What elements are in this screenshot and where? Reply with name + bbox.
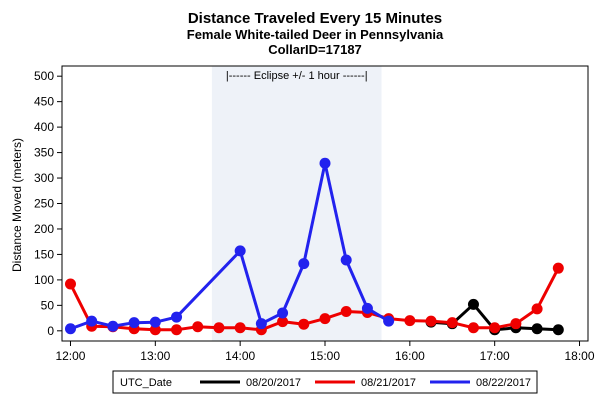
series-layer bbox=[64, 157, 564, 336]
data-point bbox=[213, 322, 225, 334]
data-point bbox=[234, 322, 246, 334]
legend-label: 08/22/2017 bbox=[476, 377, 531, 389]
x-tick-label: 17:00 bbox=[480, 349, 510, 363]
data-point bbox=[319, 313, 331, 325]
y-tick-label: 150 bbox=[34, 247, 54, 261]
data-point bbox=[149, 324, 161, 336]
x-tick-label: 16:00 bbox=[395, 349, 425, 363]
data-point bbox=[510, 318, 522, 330]
data-point bbox=[404, 315, 416, 327]
data-point bbox=[64, 323, 76, 335]
x-tick-label: 12:00 bbox=[55, 349, 85, 363]
y-tick-label: 0 bbox=[47, 324, 54, 338]
y-tick-label: 400 bbox=[34, 120, 54, 134]
data-point bbox=[489, 322, 501, 334]
data-point bbox=[319, 157, 331, 169]
data-point bbox=[171, 324, 183, 336]
x-tick-label: 14:00 bbox=[225, 349, 255, 363]
y-tick-label: 300 bbox=[34, 171, 54, 185]
data-point bbox=[107, 320, 119, 332]
data-point bbox=[149, 316, 161, 328]
y-tick-label: 250 bbox=[34, 197, 54, 211]
x-tick-label: 15:00 bbox=[310, 349, 340, 363]
y-tick-label: 450 bbox=[34, 95, 54, 109]
eclipse-annotation: |------ Eclipse +/- 1 hour ------| bbox=[226, 70, 368, 82]
data-point bbox=[531, 323, 543, 335]
y-tick-label: 50 bbox=[41, 298, 55, 312]
data-point bbox=[446, 317, 458, 329]
data-point bbox=[340, 305, 352, 317]
chart-subtitle-collar-id: CollarID=17187 bbox=[268, 42, 362, 57]
y-tick-label: 500 bbox=[34, 69, 54, 83]
data-point bbox=[171, 311, 183, 323]
x-axis: 12:00 13:00 14:00 15:00 16:00 17:00 18:00 bbox=[55, 341, 595, 363]
data-point bbox=[531, 303, 543, 315]
data-point bbox=[552, 324, 564, 336]
data-point bbox=[467, 298, 479, 310]
eclipse-shaded-region bbox=[211, 66, 382, 341]
data-point bbox=[467, 322, 479, 334]
legend-frame bbox=[112, 370, 538, 394]
data-point bbox=[277, 307, 289, 319]
data-point bbox=[234, 245, 246, 257]
data-point bbox=[192, 321, 204, 333]
series-3 bbox=[64, 157, 395, 335]
data-point bbox=[64, 278, 76, 290]
data-point bbox=[298, 318, 310, 330]
y-tick-label: 350 bbox=[34, 146, 54, 160]
legend: UTC_Date 08/20/2017 08/21/2017 08/22/2017 bbox=[112, 370, 538, 394]
data-point bbox=[425, 315, 437, 327]
legend-label: 08/21/2017 bbox=[361, 377, 416, 389]
data-point bbox=[340, 254, 352, 266]
data-point bbox=[383, 315, 395, 327]
data-point bbox=[361, 302, 373, 314]
legend-items: 08/20/2017 08/21/2017 08/22/2017 bbox=[200, 377, 531, 389]
y-axis-label: Distance Moved (meters) bbox=[10, 138, 24, 272]
data-point bbox=[552, 262, 564, 274]
data-point bbox=[86, 315, 98, 327]
legend-label: 08/20/2017 bbox=[246, 377, 301, 389]
x-tick-label: 13:00 bbox=[140, 349, 170, 363]
y-tick-label: 200 bbox=[34, 222, 54, 236]
chart-subtitle: Female White-tailed Deer in Pennsylvania bbox=[187, 27, 444, 42]
legend-title: UTC_Date bbox=[120, 377, 172, 389]
data-point bbox=[298, 258, 310, 270]
y-tick-label: 100 bbox=[34, 273, 54, 287]
data-point bbox=[255, 318, 267, 330]
data-point bbox=[277, 316, 289, 328]
chart-title: Distance Traveled Every 15 Minutes bbox=[188, 10, 442, 27]
y-axis: 0 50 100 150 200 250 300 350 400 450 500 bbox=[34, 69, 62, 338]
data-point bbox=[128, 317, 140, 329]
x-tick-label: 18:00 bbox=[565, 349, 595, 363]
